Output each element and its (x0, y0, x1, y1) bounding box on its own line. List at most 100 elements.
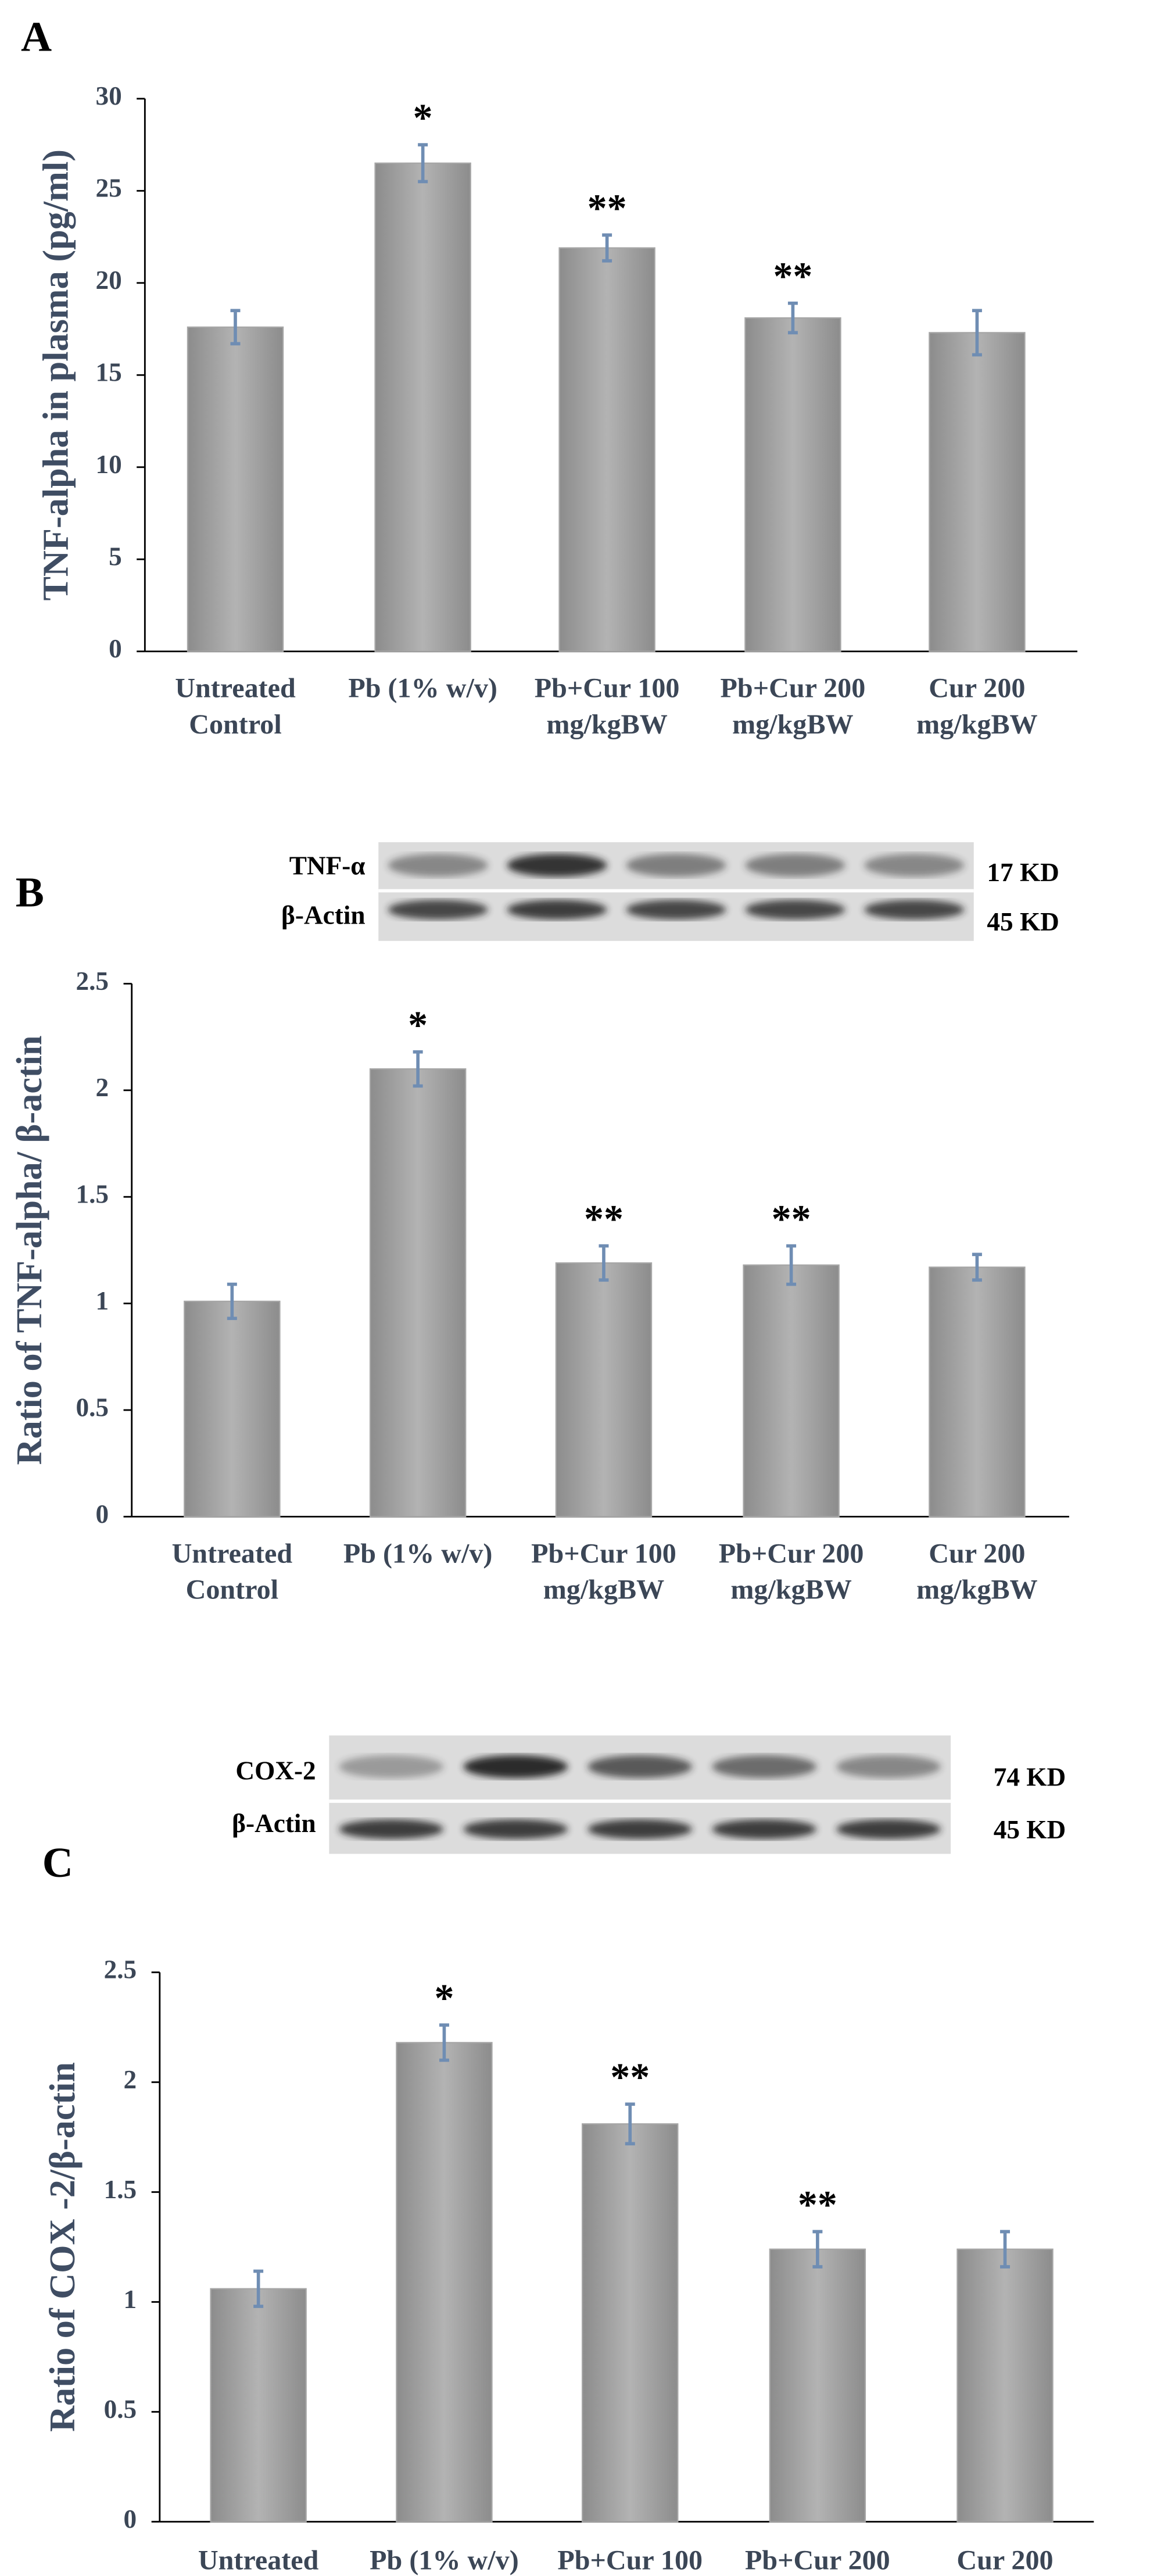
bar (374, 162, 471, 652)
y-tick-label: 0 (95, 1500, 109, 1529)
error-bar (413, 1050, 423, 1088)
blot-band (507, 900, 607, 920)
blot-band (864, 900, 965, 920)
blot-band (587, 1755, 693, 1779)
bar (187, 326, 284, 652)
error-bar (786, 1244, 797, 1286)
error-bar (230, 309, 241, 346)
y-tick-label: 15 (95, 358, 121, 387)
blot-band (864, 853, 965, 877)
error-bar (418, 143, 428, 184)
y-tick-label: 0 (109, 634, 122, 663)
y-axis-label: Ratio of COX -2/β-actin (43, 2062, 83, 2432)
significance-mark: * (434, 1976, 454, 2020)
blot-row-label: COX-2 (235, 1756, 316, 1785)
significance-mark: ** (587, 185, 627, 230)
significance-mark: ** (610, 2055, 650, 2099)
y-axis-label: Ratio of TNF-alpha/ β-actin (10, 1035, 49, 1465)
bar (369, 1068, 467, 1518)
bar (210, 2288, 307, 2523)
error-bar (439, 2023, 449, 2062)
y-tick-label: 25 (95, 174, 121, 203)
significance-mark: ** (773, 254, 812, 298)
blot-band (388, 853, 488, 877)
error-bar (599, 1244, 609, 1282)
blot-band (712, 1755, 817, 1779)
y-tick-label: 1.5 (76, 1180, 109, 1209)
error-bar (625, 2102, 635, 2146)
blot-band (463, 1755, 568, 1779)
significance-mark: ** (798, 2182, 837, 2226)
error-bar (787, 301, 798, 335)
bar (744, 317, 841, 652)
bar (956, 2248, 1054, 2523)
error-bar (972, 1253, 982, 1282)
x-tick-label: Pb (1% w/v) (348, 673, 497, 704)
bar (396, 2042, 493, 2523)
error-bar (1000, 2230, 1011, 2269)
y-tick-label: 30 (95, 81, 121, 110)
y-tick-label: 20 (95, 266, 121, 295)
panel-label: B (16, 868, 44, 915)
blot-row-label: β-Actin (281, 901, 366, 930)
significance-mark: ** (584, 1197, 624, 1241)
bar (582, 2123, 679, 2523)
error-bar (227, 1282, 237, 1321)
y-tick-label: 2 (124, 2065, 137, 2094)
bar (769, 2248, 866, 2523)
panel-label: C (42, 1838, 73, 1886)
panel-label: A (21, 13, 52, 60)
bar (929, 1266, 1026, 1518)
blot-size-label: 74 KD (994, 1763, 1066, 1792)
x-tick-label: Pb (1% w/v) (370, 2545, 519, 2575)
significance-mark: * (413, 95, 433, 139)
y-tick-label: 0.5 (104, 2395, 137, 2424)
error-bar (253, 2269, 264, 2308)
y-tick-label: 2 (95, 1073, 109, 1102)
blot-band (339, 1819, 444, 1840)
y-axis-label: TNF-alpha in plasma (pg/ml) (36, 149, 76, 601)
error-bar (972, 309, 982, 357)
y-tick-label: 1 (95, 1286, 109, 1315)
y-tick-label: 0 (124, 2505, 137, 2534)
blot-size-label: 17 KD (987, 858, 1059, 887)
bar (743, 1264, 840, 1518)
error-bar (602, 233, 612, 263)
blot-row-label: TNF-α (289, 851, 366, 881)
y-tick-label: 0.5 (76, 1393, 109, 1422)
blot-band (339, 1755, 444, 1779)
y-tick-label: 5 (109, 542, 122, 571)
blot-size-label: 45 KD (987, 907, 1059, 936)
blot-band (507, 853, 607, 877)
error-bar (812, 2230, 823, 2269)
y-tick-label: 2.5 (104, 1955, 137, 1984)
x-tick-label: Pb (1% w/v) (343, 1538, 493, 1569)
blot-band (388, 900, 488, 920)
significance-mark: * (408, 1003, 428, 1047)
blot-row-label: β-Actin (232, 1809, 316, 1838)
blot-band (626, 853, 726, 877)
y-tick-label: 1 (124, 2285, 137, 2314)
blot-band (626, 900, 726, 920)
y-tick-label: 10 (95, 450, 121, 479)
bar (558, 247, 655, 652)
blot-band (745, 900, 845, 920)
blot-band (463, 1819, 568, 1840)
bar (555, 1262, 653, 1518)
bar (184, 1300, 281, 1518)
y-tick-label: 2.5 (76, 967, 109, 996)
blot-band (836, 1819, 941, 1840)
